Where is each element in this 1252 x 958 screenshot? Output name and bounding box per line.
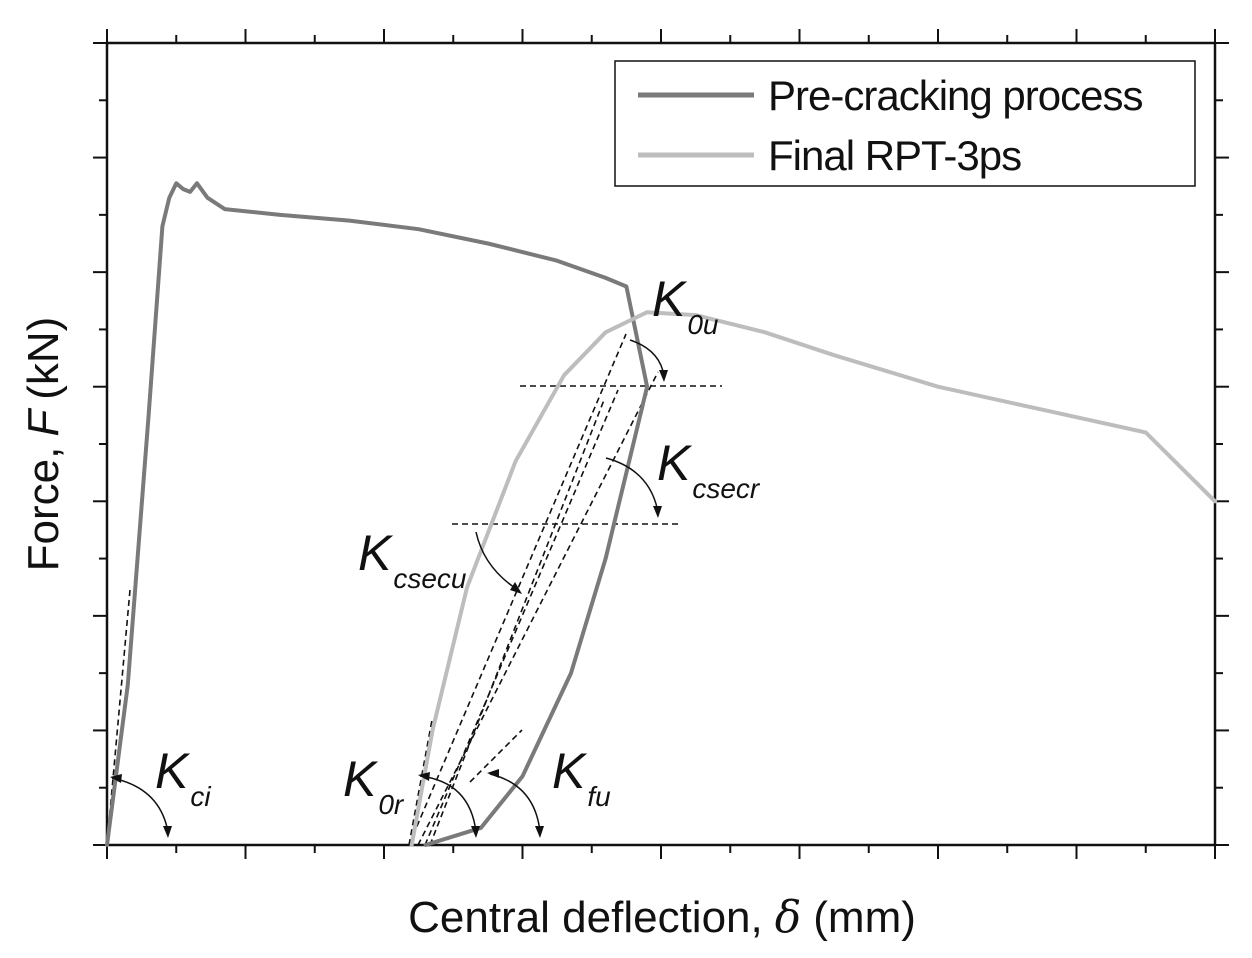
axis-ticks <box>93 29 1229 859</box>
y-axis-title: Force,F(kN) <box>19 317 68 572</box>
label-kfu: Kfu <box>552 743 611 812</box>
plot-frame <box>105 41 1217 847</box>
arc-kcsecu <box>475 531 519 591</box>
legend: Pre-cracking process Final RPT-3ps <box>614 60 1196 187</box>
arc-kcsecr <box>605 457 659 513</box>
arrow-k0r-start <box>418 772 430 781</box>
arrow-kfu-start <box>487 769 499 778</box>
label-k0u: K0u <box>652 271 719 340</box>
secant-k0u <box>408 333 627 846</box>
label-kcsecu: Kcsecu <box>358 525 467 594</box>
secant-csecr <box>424 389 619 846</box>
label-kcsecr: Kcsecr <box>657 435 761 504</box>
series-final-rpt-3ps <box>409 310 1217 847</box>
series-pre-cracking-process <box>105 181 650 847</box>
arrow-k0u <box>659 370 668 382</box>
arrow-k0r <box>471 826 480 838</box>
arrow-kcsecr <box>653 506 662 518</box>
legend-label-final-rpt: Final RPT-3ps <box>768 132 1021 179</box>
arc-k0u <box>629 339 665 377</box>
legend-box <box>614 60 1196 187</box>
arrow-kfu <box>535 826 544 838</box>
stiffness-labels: Kci K0r Kfu K0u Kcsecr Kcsecu <box>155 271 761 820</box>
tangent-k0r <box>408 719 433 846</box>
secant-final-peak <box>417 371 659 846</box>
arc-k0r <box>419 775 477 833</box>
arrow-kcsecu <box>510 582 522 594</box>
x-axis-title: Central deflection, δ (mm) <box>408 892 916 943</box>
label-k0r: K0r <box>343 751 405 820</box>
legend-label-pre-cracking: Pre-cracking process <box>768 72 1142 119</box>
tangent-kfu <box>469 729 523 783</box>
label-kci: Kci <box>155 743 211 812</box>
arrow-kci <box>163 826 172 838</box>
angle-arcs <box>110 339 668 838</box>
arrow-kci-start <box>110 774 122 783</box>
